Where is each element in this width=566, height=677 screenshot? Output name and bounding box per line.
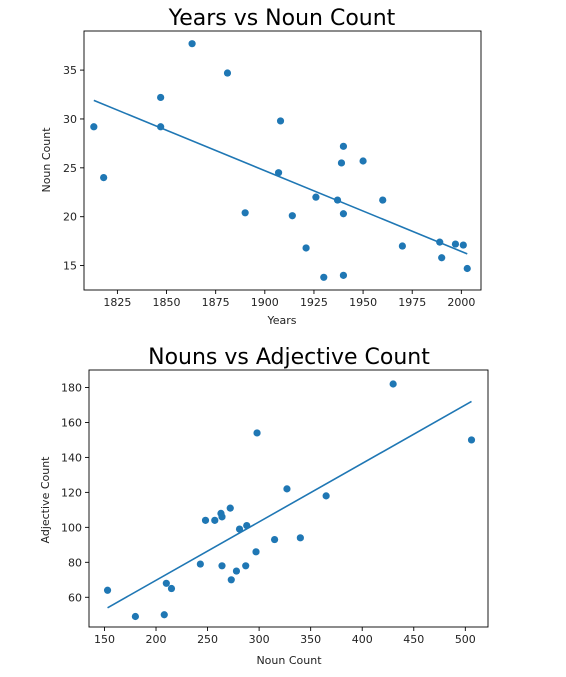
x-tick-label: 2000 [447,296,475,309]
scatter-point [296,534,304,542]
y-tick-label: 180 [61,381,82,394]
scatter-point [242,562,250,570]
y-tick-label: 80 [68,556,82,569]
y-tick-label: 60 [68,591,82,604]
x-tick-label: 1825 [103,296,131,309]
chart-2-x-axis-label: Noun Count [256,654,322,667]
scatter-point [162,579,170,587]
y-tick-label: 20 [63,211,77,224]
scatter-point [157,123,165,131]
scatter-point [252,548,260,556]
x-tick-label: 450 [403,633,424,646]
scatter-point [103,586,112,594]
x-tick-label: 400 [352,633,373,646]
x-tick-label: 1975 [398,296,426,309]
scatter-point [379,196,387,204]
x-tick-label: 1875 [202,296,230,309]
y-tick-label: 140 [61,451,82,464]
x-tick-label: 1925 [300,296,328,309]
chart-1-x-axis-label: Years [266,314,296,327]
scatter-point [283,485,291,493]
scatter-point [337,159,346,167]
scatter-point [274,169,283,177]
scatter-point [241,209,249,217]
y-tick-label: 100 [61,521,82,534]
scatter-point [467,436,476,444]
x-tick-label: 1850 [153,296,181,309]
scatter-point [302,244,310,252]
scatter-point [339,210,348,218]
scatter-point [288,212,296,220]
scatter-point [339,271,348,279]
scatter-point [451,240,460,248]
scatter-point [438,254,446,262]
scatter-point [218,513,226,521]
chart-2-axes: 150 200 250 300 350 400 450 500 60 80 100 120 140 160… [61,381,476,646]
chart-years-vs-noun-count: Years vs Noun Count 1825 1850 1875 1900 1925… [40,6,482,327]
scatter-point [270,535,279,544]
x-tick-label: 350 [300,633,321,646]
scatter-point [322,492,330,500]
x-tick-label: 200 [146,633,167,646]
chart-nouns-vs-adjective-count: Nouns vs Adjective Count 150 200 250 300 350… [39,345,489,667]
y-tick-label: 30 [63,113,77,126]
scatter-point [389,380,397,388]
y-tick-label: 160 [61,416,82,429]
chart-2-frame [88,369,489,628]
scatter-point [160,611,168,619]
scatter-point [131,612,139,621]
scatter-point [157,93,165,102]
chart-1-y-axis-label: Noun Count [40,127,53,193]
scatter-point [100,174,108,182]
scatter-point [167,584,176,593]
chart-1-axes: 1825 1850 1875 1900 1925 1950 1975 2000 15 20 25 30… [63,64,475,309]
scatter-point [459,241,467,249]
chart-2-y-axis-label: Adjective Count [39,456,52,544]
y-tick-label: 15 [63,260,77,273]
scatter-point [235,525,244,533]
scatter-point [226,504,234,512]
scatter-point [188,40,196,48]
scatter-point [253,429,261,437]
x-tick-label: 250 [197,633,218,646]
x-tick-label: 1900 [251,296,279,309]
chart-1-title: Years vs Noun Count [168,6,396,31]
scatter-point [436,238,444,246]
scatter-point [359,157,367,165]
scatter-point [218,562,226,570]
scatter-point [463,264,471,273]
x-tick-label: 300 [249,633,270,646]
scatter-point [211,516,219,524]
y-tick-label: 25 [63,162,77,175]
x-tick-label: 1950 [349,296,377,309]
chart-2-marks [103,380,476,621]
scatter-point [223,69,232,77]
scatter-point [196,560,204,568]
x-tick-label: 150 [94,633,115,646]
scatter-point [201,516,210,524]
y-tick-label: 120 [61,486,82,499]
trend-line [93,99,468,255]
trend-line [107,400,472,609]
x-tick-label: 500 [455,633,476,646]
scatter-point [276,117,285,125]
scatter-point [333,196,342,204]
scatter-point [227,576,235,584]
scatter-point [243,521,251,530]
scatter-point [320,273,328,281]
scatter-point [232,567,241,575]
chart-1-frame [83,30,482,291]
y-tick-label: 35 [63,64,77,77]
scatter-point [398,242,406,250]
chart-2-title: Nouns vs Adjective Count [148,345,430,370]
chart-1-marks [90,40,471,281]
scatter-point [90,123,98,131]
scatter-point [312,193,320,201]
scatter-point [339,142,348,150]
